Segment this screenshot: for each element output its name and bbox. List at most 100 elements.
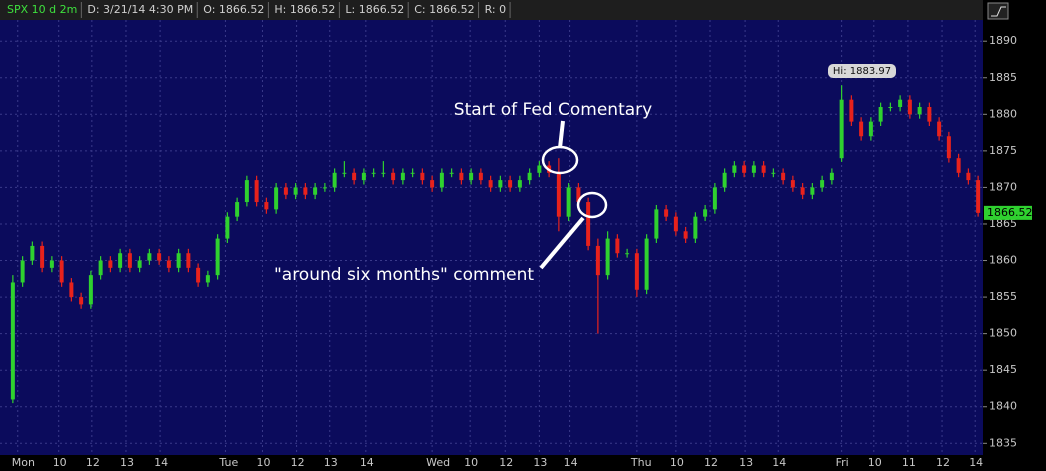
hi-label-box <box>828 64 896 78</box>
y-tick-label: 1850 <box>989 327 1017 340</box>
x-tick-label: 13 <box>533 456 547 469</box>
candle-body <box>537 165 542 173</box>
y-tick-label: 1845 <box>989 363 1017 376</box>
candle-body <box>634 253 639 290</box>
candle-body <box>59 260 64 283</box>
x-tick-label: 12 <box>936 456 950 469</box>
candle-body <box>907 99 912 115</box>
style-button[interactable] <box>987 2 1009 20</box>
candle-body <box>742 165 747 173</box>
y-tick-label: 1875 <box>989 144 1017 157</box>
header-field: O: 1866.52 <box>203 3 264 16</box>
candle-body <box>595 245 600 276</box>
candle-body <box>283 187 288 195</box>
candle-body <box>917 107 922 115</box>
candle-body <box>322 187 327 189</box>
candle-body <box>137 260 142 268</box>
candle-body <box>49 260 54 268</box>
candle-body <box>391 172 396 181</box>
candle-body <box>898 99 903 107</box>
x-tick-label: Fri <box>836 456 849 469</box>
candle-body <box>508 180 513 188</box>
candle-body <box>605 238 610 276</box>
y-tick-label: 1880 <box>989 107 1017 120</box>
callout-line <box>539 216 585 270</box>
x-tick-label: 10 <box>670 456 684 469</box>
x-tick-label: 14 <box>564 456 578 469</box>
y-tick-label: 1865 <box>989 217 1017 230</box>
x-tick-label: Tue <box>218 456 238 469</box>
candle-body <box>703 209 708 217</box>
candle-body <box>937 121 942 137</box>
candle-body <box>157 253 162 261</box>
annotation-shapes <box>539 120 608 270</box>
candle-body <box>332 172 337 188</box>
callout-circle <box>541 145 579 175</box>
candle-body <box>381 172 386 174</box>
candle-body <box>878 107 883 122</box>
header-bar <box>0 0 983 20</box>
candle-body <box>868 121 873 137</box>
candle-body <box>225 216 230 239</box>
candle-body <box>79 297 84 305</box>
x-tick-label: 14 <box>154 456 168 469</box>
candle-body <box>673 216 678 232</box>
x-tick-label: 10 <box>53 456 67 469</box>
candle-body <box>478 172 483 181</box>
last-price-label: 1866.52 <box>987 206 1033 219</box>
candle-body <box>88 275 93 305</box>
x-tick-label: Thu <box>630 456 652 469</box>
x-tick-label: 13 <box>120 456 134 469</box>
candle-body <box>439 172 444 188</box>
candle-body <box>10 282 15 400</box>
candle-body <box>196 267 201 283</box>
candle-body <box>839 99 844 159</box>
header-field: SPX 10 d 2m <box>7 3 77 16</box>
candle-body <box>118 253 123 268</box>
candle-body <box>956 158 961 173</box>
hi-label: Hi: 1883.97 <box>833 66 891 77</box>
candle-body <box>127 253 132 268</box>
candle-body <box>449 172 454 174</box>
candle-body <box>498 180 503 188</box>
candle-body <box>976 180 981 213</box>
header-field: C: 1866.52 <box>414 3 474 16</box>
x-tick-label: 10 <box>868 456 882 469</box>
x-tick-label: 14 <box>360 456 374 469</box>
candle-body <box>371 172 376 174</box>
candle-body <box>556 172 561 217</box>
candle-body <box>781 172 786 181</box>
candle-body <box>586 202 591 246</box>
plot-area <box>0 20 983 455</box>
candle-body <box>761 165 766 173</box>
last-price-box <box>984 205 1032 220</box>
candle-body <box>215 238 220 276</box>
candle-body <box>108 260 113 268</box>
candle-body <box>683 231 688 239</box>
candle-body <box>235 202 240 217</box>
candle-body <box>352 172 357 181</box>
candle-body <box>303 187 308 195</box>
candle-body <box>966 172 971 181</box>
x-tick-label: 13 <box>739 456 753 469</box>
x-tick-label: Wed <box>426 456 450 469</box>
x-tick-label: 12 <box>86 456 100 469</box>
candle-body <box>820 180 825 188</box>
grid: 1835 1840 1845 1850 1855 1860 1865 1870 1875 1880… <box>0 20 1017 469</box>
x-tick-label: 12 <box>704 456 718 469</box>
header: SPX 10 d 2m D: 3/21/14 4:30 PM O: 1866.52 H… <box>7 2 511 18</box>
candle-body <box>176 253 181 268</box>
candle-body <box>693 216 698 239</box>
x-tick-label: Mon <box>12 456 35 469</box>
annotation: Start of Fed Comentary <box>454 100 652 120</box>
candle-body <box>654 209 659 239</box>
candle-body <box>186 253 191 268</box>
candle-body <box>615 238 620 254</box>
candle-body <box>254 180 259 203</box>
annotation: "around six months" comment <box>274 265 534 285</box>
candle-body <box>244 180 249 203</box>
candle-body <box>293 187 298 195</box>
candle-body <box>849 99 854 122</box>
candle-body <box>264 202 269 210</box>
candle-body <box>147 253 152 261</box>
